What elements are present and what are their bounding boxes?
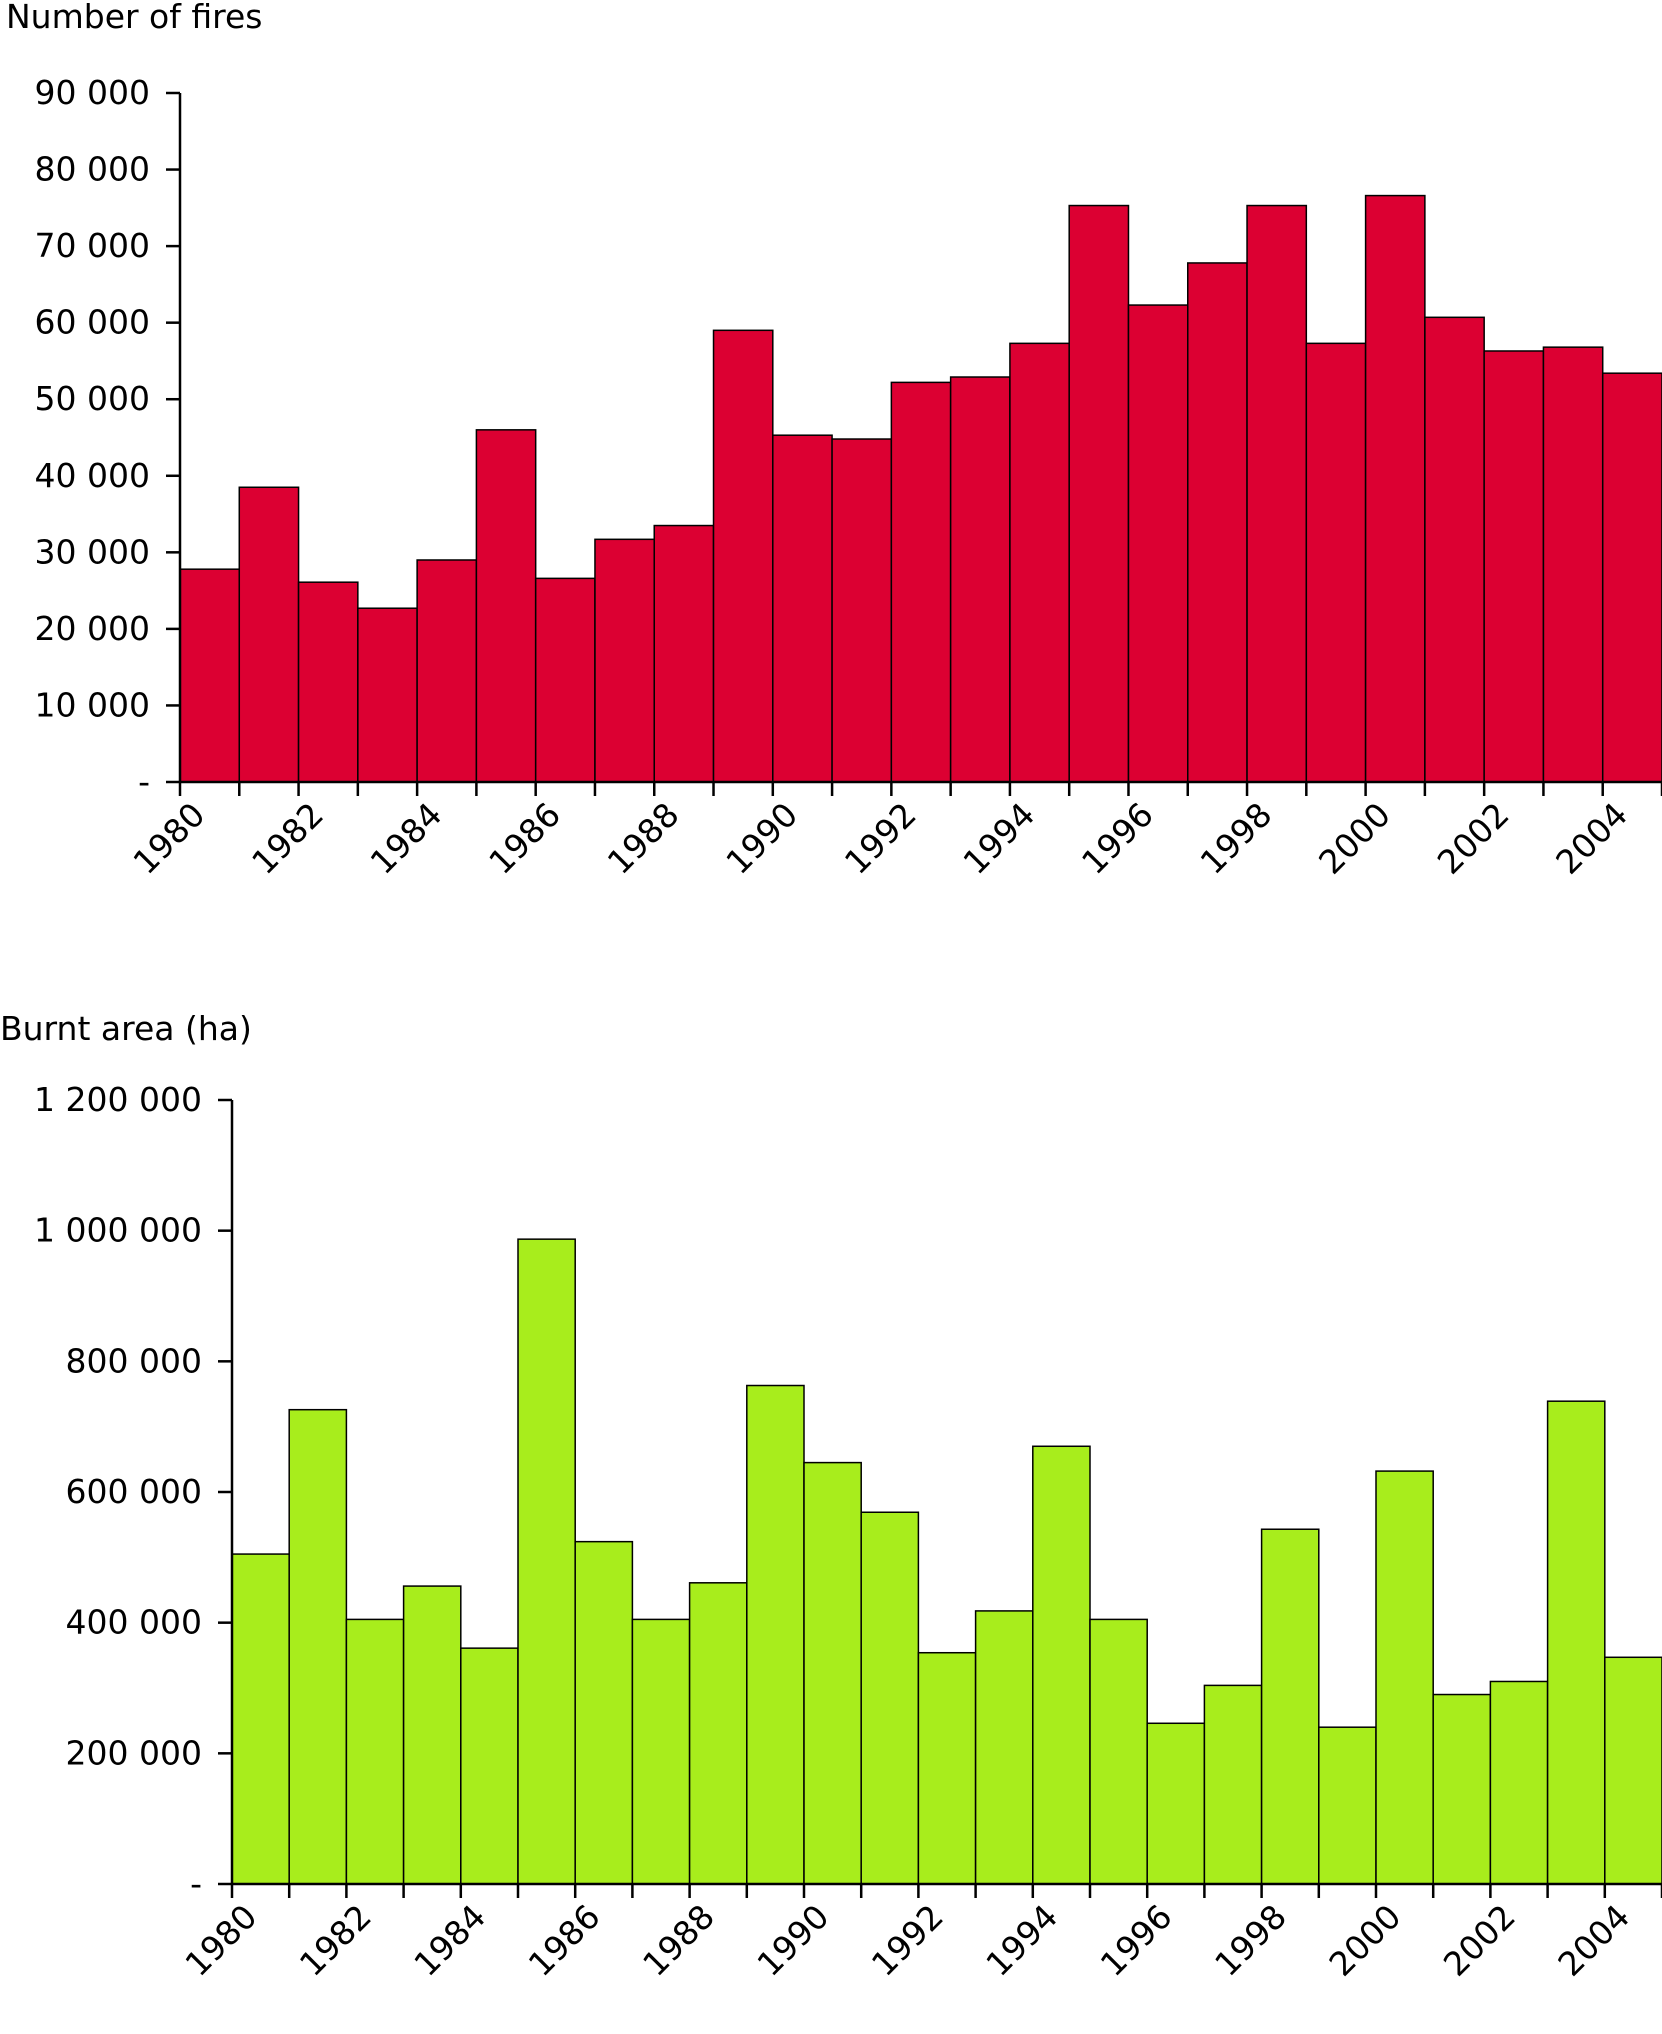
x-tick-label: 2004 (1548, 795, 1635, 882)
bar-1985 (475, 429, 537, 783)
burnt-area-chart: Burnt area (ha) - 200 000 400 000 600 000 80… (0, 1009, 1662, 1984)
bar-1992 (890, 381, 952, 783)
bar-1983 (402, 1585, 462, 1885)
bar-2002 (1489, 1680, 1549, 1885)
bar-2003 (1542, 346, 1604, 783)
bar-2001 (1424, 316, 1485, 783)
bar-1984 (460, 1647, 519, 1885)
bar-1999 (1305, 342, 1367, 783)
bar-2004 (1604, 1656, 1662, 1885)
y-tick-label: 80 000 (35, 150, 150, 189)
bar-2001 (1432, 1693, 1492, 1885)
x-tick-label: 1996 (1074, 795, 1161, 882)
bar-1998 (1246, 204, 1308, 783)
bar-1995 (1068, 204, 1130, 783)
x-tick-label: 1998 (1193, 795, 1280, 882)
x-tick-label: 1990 (718, 795, 805, 882)
bar-1994 (1009, 342, 1070, 783)
bar-1980 (179, 568, 241, 783)
x-tick-label: 2004 (1550, 1897, 1637, 1984)
x-tick-label: 1990 (749, 1897, 836, 1984)
x-tick-label: 1980 (177, 1897, 264, 1984)
bar-1990 (803, 1461, 862, 1885)
bar-1991 (831, 438, 893, 783)
bar-2003 (1546, 1400, 1606, 1885)
bar-1991 (860, 1511, 920, 1885)
x-tick-label: 1982 (292, 1897, 379, 1984)
bar-1996 (1146, 1722, 1206, 1885)
bar-1981 (288, 1408, 348, 1885)
bar-1984 (416, 559, 478, 783)
x-tick-label: 1984 (363, 795, 450, 882)
bar-1995 (1089, 1618, 1148, 1885)
bar-1980 (231, 1553, 290, 1885)
bar-2002 (1483, 350, 1545, 783)
x-tick-label: 1980 (125, 795, 212, 882)
x-tick-label: 2000 (1321, 1897, 1408, 1984)
bar-1997 (1203, 1684, 1263, 1885)
x-tick-label: 1994 (955, 795, 1042, 882)
x-tick-label: 1986 (521, 1897, 608, 1984)
y-tick-label: 30 000 (35, 532, 150, 571)
bar-2000 (1375, 1470, 1434, 1885)
bar-2000 (1364, 194, 1426, 783)
x-tick-label: 2002 (1436, 1897, 1523, 1984)
y-tick-label: 400 000 (66, 1603, 202, 1642)
bar-1987 (594, 538, 655, 783)
chart-ylabel: Burnt area (ha) (0, 1009, 252, 1048)
bar-1999 (1318, 1726, 1377, 1885)
y-tick-label: 40 000 (35, 456, 150, 495)
bar-1986 (534, 577, 596, 783)
bar-1989 (746, 1384, 805, 1885)
bar-1983 (357, 607, 418, 783)
bar-1993 (949, 376, 1011, 783)
x-tick-label: 2000 (1311, 795, 1398, 882)
y-tick-label: 200 000 (66, 1733, 202, 1772)
bar-2004 (1601, 372, 1662, 783)
y-tick-label: 1 200 000 (34, 1080, 202, 1119)
bar-1988 (688, 1582, 748, 1885)
bar-1994 (1032, 1445, 1091, 1885)
bar-1988 (653, 524, 715, 783)
bar-1985 (517, 1238, 576, 1885)
x-tick-label: 1996 (1093, 1897, 1180, 1984)
bar-1989 (712, 329, 774, 783)
x-tick-label: 1988 (635, 1897, 722, 1984)
y-tick-label: 800 000 (66, 1341, 202, 1380)
y-tick-label: - (190, 1864, 202, 1903)
x-tick-label: 1988 (600, 795, 687, 882)
bar-1981 (238, 486, 300, 783)
y-tick-label: 600 000 (66, 1472, 202, 1511)
x-tick-label: 1992 (864, 1897, 951, 1984)
x-tick-label: 1986 (481, 795, 568, 882)
x-tick-label: 1998 (1207, 1897, 1294, 1984)
y-tick-label: 20 000 (35, 609, 150, 648)
bar-1992 (917, 1651, 977, 1885)
x-tick-label: 1982 (244, 795, 331, 882)
bar-1998 (1260, 1528, 1320, 1885)
x-tick-label: 2002 (1430, 795, 1517, 882)
bar-1997 (1187, 262, 1248, 783)
x-tick-label: 1994 (978, 1897, 1065, 1984)
bar-1986 (574, 1540, 634, 1885)
chart-ylabel: Number of fires (6, 0, 262, 36)
y-tick-label: 60 000 (35, 303, 150, 342)
bar-1990 (772, 434, 833, 783)
y-tick-label: - (138, 762, 150, 801)
x-tick-label: 1984 (406, 1897, 493, 1984)
bar-1982 (297, 581, 359, 783)
y-tick-label: 1 000 000 (34, 1211, 202, 1250)
y-tick-label: 10 000 (35, 685, 150, 724)
y-tick-label: 50 000 (35, 379, 150, 418)
y-tick-label: 70 000 (35, 226, 150, 265)
bar-1982 (345, 1618, 405, 1885)
x-tick-label: 1992 (837, 795, 924, 882)
bar-1987 (631, 1618, 691, 1885)
bar-1996 (1127, 304, 1189, 783)
bar-1993 (974, 1610, 1034, 1885)
number-of-fires-chart: Number of fires - 10 000 20 000 30 000 40 00… (6, 0, 1662, 882)
y-tick-label: 90 000 (35, 73, 150, 112)
